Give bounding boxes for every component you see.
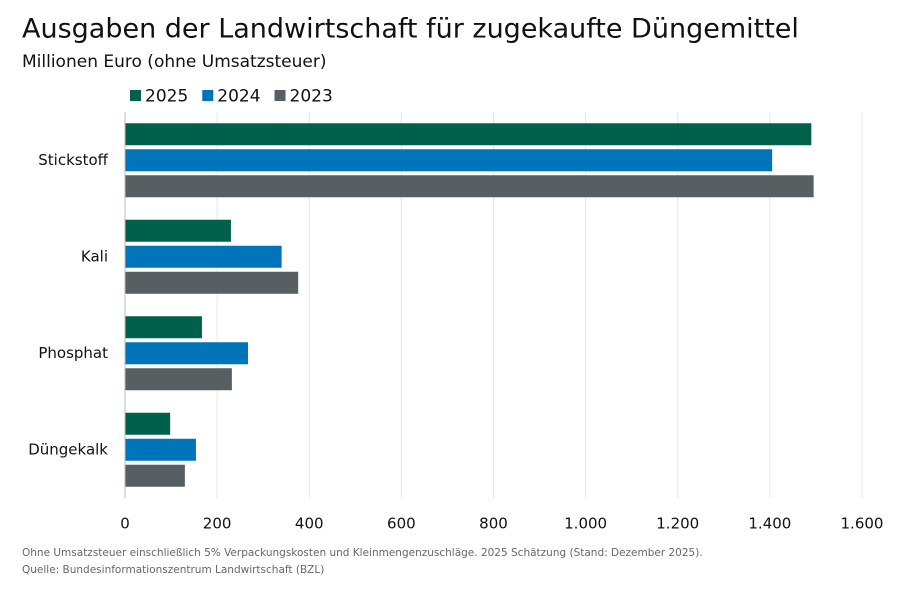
bar [125, 316, 202, 339]
source: Quelle: Bundesinformationszentrum Landwi… [22, 564, 324, 576]
bar [125, 149, 773, 172]
legend-label: 2023 [290, 87, 333, 107]
x-tick-label: 600 [387, 515, 416, 533]
bar [125, 123, 812, 146]
bar [125, 271, 299, 294]
bar [125, 245, 282, 268]
legend-label: 2025 [145, 87, 188, 107]
legend-swatch [130, 90, 141, 101]
legend-label: 2024 [217, 87, 260, 107]
bar [125, 219, 231, 242]
x-tick-label: 1.600 [841, 515, 884, 533]
bar [125, 368, 232, 391]
y-tick-label: Kali [81, 247, 108, 265]
x-tick-label: 1.200 [656, 515, 699, 533]
bar [125, 438, 196, 461]
x-tick-label: 0 [120, 515, 130, 533]
x-tick-label: 400 [295, 515, 324, 533]
y-tick-label: Phosphat [38, 344, 108, 362]
legend-swatch [274, 90, 286, 101]
bar [125, 464, 185, 487]
x-tick-label: 1.000 [564, 515, 607, 533]
y-tick-label: Düngekalk [28, 440, 108, 458]
bar [125, 342, 248, 365]
bar [125, 175, 814, 198]
legend-swatch [202, 90, 214, 101]
x-tick-label: 200 [203, 515, 232, 533]
y-tick-label: Stickstoff [38, 151, 108, 169]
footnote: Ohne Umsatzsteuer einschließlich 5% Verp… [22, 547, 703, 559]
chart-title: Ausgaben der Landwirtschaft für zugekauf… [22, 14, 799, 45]
bar [125, 412, 171, 435]
x-tick-label: 800 [479, 515, 508, 533]
chart-subtitle: Millionen Euro (ohne Umsatzsteuer) [22, 52, 326, 72]
x-tick-label: 1.400 [748, 515, 791, 533]
